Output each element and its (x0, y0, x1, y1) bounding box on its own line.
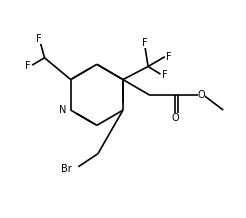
Text: O: O (198, 90, 205, 100)
Text: O: O (171, 113, 179, 123)
Text: Br: Br (61, 164, 72, 174)
Text: N: N (59, 105, 66, 115)
Text: F: F (25, 61, 31, 72)
Text: F: F (166, 52, 172, 62)
Text: F: F (162, 70, 167, 80)
Text: F: F (142, 37, 148, 48)
Text: F: F (36, 34, 42, 44)
